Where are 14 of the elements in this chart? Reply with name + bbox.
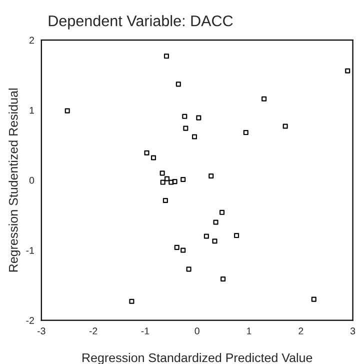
y-tick-label: -1 (26, 247, 34, 254)
y-axis-title: Regression Studentized Residual (8, 88, 20, 272)
x-tick-label: 0 (194, 328, 200, 334)
y-tick-label: 1 (30, 106, 34, 114)
y-tick-label: 2 (30, 36, 34, 44)
x-tick-label: -2 (89, 328, 98, 334)
y-tick-label: -2 (26, 317, 34, 324)
x-tick-label: 2 (298, 328, 304, 334)
x-tick-label: 3 (350, 328, 356, 334)
y-tick-label: 0 (29, 176, 34, 184)
x-tick-label: 1 (247, 328, 252, 334)
x-tick-label: -3 (38, 328, 46, 334)
x-tick-label: -1 (141, 328, 150, 334)
chart-title: Dependent Variable: DACC (48, 15, 233, 30)
